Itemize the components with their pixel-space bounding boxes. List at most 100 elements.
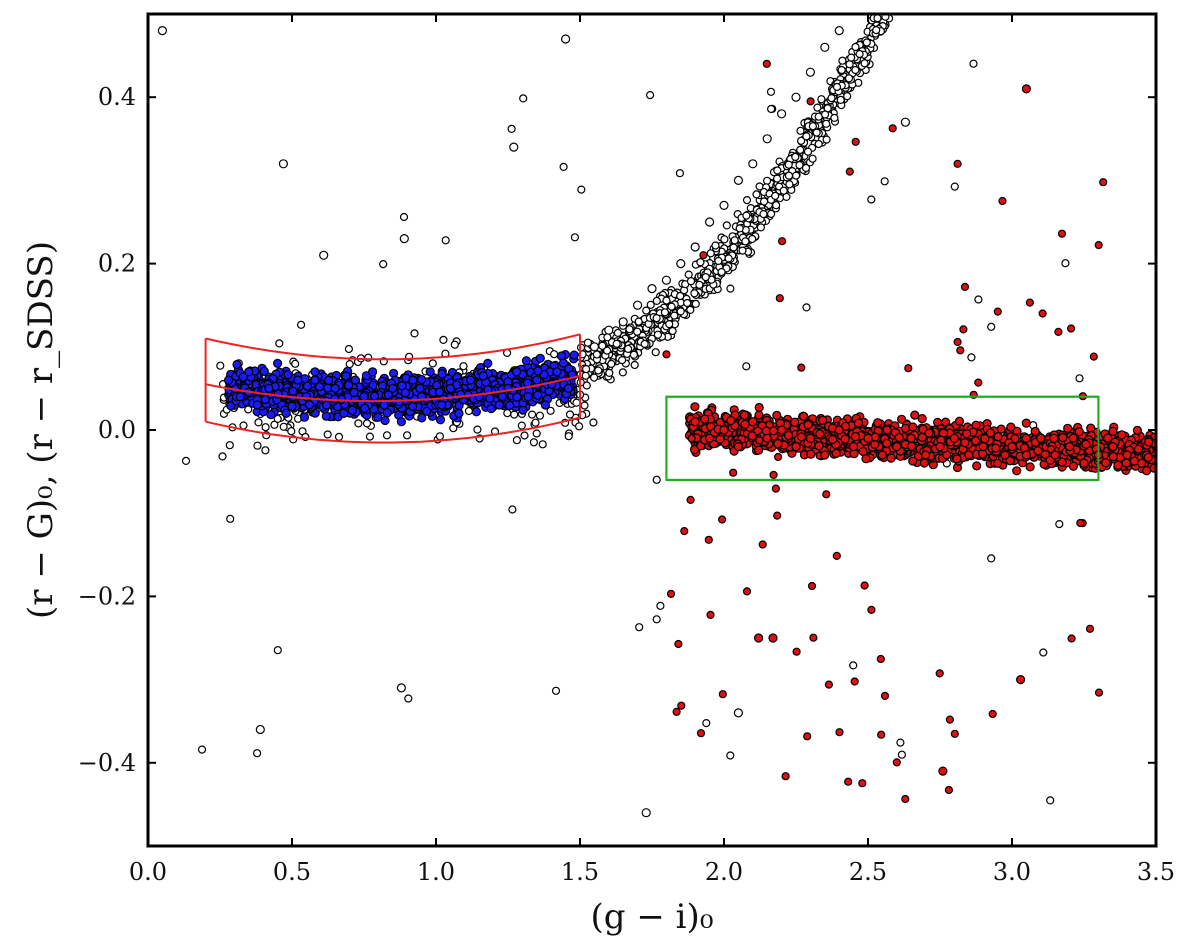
blue-point <box>281 408 291 418</box>
white-point <box>583 338 593 347</box>
white-point <box>509 142 519 152</box>
white-point <box>843 92 852 101</box>
white-point <box>667 302 676 311</box>
blue-point <box>359 392 369 402</box>
red-point <box>1057 457 1067 467</box>
blue-point <box>299 412 310 422</box>
blue-point <box>323 383 333 393</box>
y-tick-label: 0.4 <box>98 83 136 111</box>
white-point <box>428 359 437 368</box>
red-point <box>690 417 700 427</box>
red-point <box>781 772 790 781</box>
white-point <box>808 154 817 163</box>
blue-point <box>339 408 349 418</box>
white-point <box>604 325 614 335</box>
red-point <box>796 432 807 442</box>
red-point <box>758 540 767 549</box>
red-point <box>719 425 729 435</box>
red-point <box>1038 309 1047 318</box>
blue-point <box>350 375 360 385</box>
white-point <box>762 134 772 144</box>
red-point <box>876 654 885 664</box>
red-point <box>674 639 683 649</box>
red-point <box>935 442 945 452</box>
white-point <box>546 406 555 415</box>
blue-point <box>360 403 370 413</box>
blue-point <box>264 383 274 393</box>
blue-point <box>478 371 488 381</box>
y-tick-label: 0.2 <box>98 250 136 278</box>
red-point <box>974 378 983 387</box>
blue-point <box>304 400 315 410</box>
blue-point <box>347 405 357 415</box>
red-point <box>755 436 764 445</box>
blue-point <box>235 392 245 402</box>
blue-point <box>259 366 269 376</box>
white-point <box>832 82 842 92</box>
white-point <box>771 201 781 210</box>
red-point <box>993 432 1003 442</box>
red-point <box>896 414 907 424</box>
white-point <box>410 329 419 338</box>
red-point <box>953 159 962 168</box>
red-point <box>910 410 920 420</box>
blue-point <box>302 381 312 391</box>
white-point <box>399 212 409 222</box>
white-point <box>273 646 282 655</box>
red-point <box>867 605 876 615</box>
white-point <box>719 200 729 210</box>
white-point <box>512 436 522 445</box>
white-point <box>967 353 976 362</box>
white-point <box>529 438 539 447</box>
blue-point <box>466 375 476 385</box>
white-point <box>724 254 733 263</box>
white-point <box>435 432 444 441</box>
red-point <box>1033 446 1043 456</box>
white-point <box>759 197 769 206</box>
red-point <box>873 418 883 428</box>
red-point <box>863 433 873 443</box>
white-point <box>226 514 235 523</box>
blue-point <box>288 386 298 396</box>
red-point <box>1132 425 1143 435</box>
x-tick-label: 2.5 <box>849 858 887 886</box>
white-point <box>805 67 816 77</box>
red-point <box>1143 452 1153 462</box>
white-point <box>820 42 830 52</box>
white-point <box>836 95 845 105</box>
red-point <box>858 446 868 457</box>
white-point <box>771 191 780 200</box>
red-point <box>820 450 830 460</box>
white-point <box>720 235 729 244</box>
red-point <box>906 441 917 451</box>
red-point <box>773 439 783 449</box>
blue-point <box>408 375 418 385</box>
white-point <box>225 441 234 450</box>
red-point <box>704 433 715 443</box>
red-point <box>1007 442 1017 452</box>
blue-point <box>244 367 254 377</box>
red-point <box>853 418 864 428</box>
white-point <box>603 333 612 342</box>
red-point <box>1036 433 1046 443</box>
red-point <box>1063 423 1073 433</box>
white-point <box>617 356 627 365</box>
red-point <box>747 431 757 441</box>
red-point <box>950 729 959 738</box>
white-point <box>362 419 372 428</box>
white-point <box>520 431 529 440</box>
red-point <box>828 434 838 445</box>
red-point <box>814 441 824 451</box>
blue-point <box>370 391 380 401</box>
red-point <box>1030 426 1040 436</box>
red-point <box>892 442 902 452</box>
red-point <box>880 691 890 701</box>
white-point <box>642 306 651 315</box>
red-point <box>945 715 955 724</box>
white-point <box>974 295 983 304</box>
red-point <box>1054 327 1063 336</box>
white-point <box>969 59 978 68</box>
x-tick-label: 2.0 <box>705 858 743 886</box>
white-point <box>652 296 661 305</box>
